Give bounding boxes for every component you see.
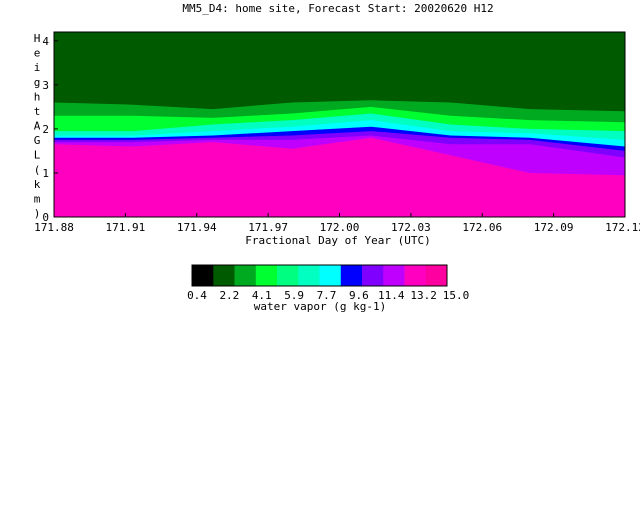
x-tick-label: 171.94 [177,221,217,234]
y-axis-label-char: ( [34,163,41,176]
colorbar-swatch [362,265,384,286]
y-axis-label-char: L [34,149,41,162]
y-axis-label-char: ) [34,207,41,220]
colorbar-swatch [277,265,299,286]
x-tick-label: 172.09 [534,221,574,234]
colorbar-swatch [298,265,320,286]
y-axis-label-char: e [34,47,41,60]
y-axis-ticks: 0 1 2 3 4 [42,35,58,224]
x-tick-label: 171.88 [34,221,74,234]
y-axis-label-char: h [34,90,41,103]
colorbar-tick-label: 4.1 [252,289,272,302]
x-tick-label: 171.91 [106,221,146,234]
colorbar-swatch [213,265,235,286]
y-axis-label-char: g [34,76,41,89]
colorbar-tick-label: 11.4 [378,289,405,302]
y-axis-label-char: t [34,105,41,118]
colorbar-swatch [319,265,342,286]
colorbar-frame [191,264,448,287]
colorbar-label: water vapor (g kg-1) [254,300,386,313]
y-axis-label-char: k [34,178,41,191]
colorbar-swatch [255,265,278,286]
colorbar-swatch [192,265,214,286]
y-axis-label-char: H [34,32,41,45]
chart-title: MM5_D4: home site, Forecast Start: 20020… [182,2,493,15]
x-tick-label: 172.12 [605,221,640,234]
colorbar-swatch [425,265,448,286]
plot-area [53,31,626,218]
colorbar-swatch [340,265,363,286]
y-axis-label-char: A [34,120,41,133]
colorbar-tick-label: 15.0 [443,289,470,302]
y-axis-label-char: i [34,61,41,74]
colorbar-tick-label: 5.9 [284,289,304,302]
y-tick-label: 1 [42,167,49,180]
y-tick-label: 0 [42,211,49,224]
colorbar-tick-label: 7.7 [317,289,337,302]
colorbar-tick-label: 9.6 [349,289,369,302]
y-tick-label: 3 [42,79,49,92]
x-tick-label: 172.03 [391,221,431,234]
colorbar-swatch [234,265,257,286]
colorbar: 0.4 2.2 4.1 5.9 7.7 9.6 11.4 13.2 15.0 [187,264,470,302]
colorbar-tick-label: 2.2 [219,289,239,302]
x-tick-label: 172.06 [462,221,502,234]
x-tick-label: 171.97 [248,221,288,234]
colorbar-tick-label: 0.4 [187,289,207,302]
y-axis-label-char: m [34,192,41,205]
x-axis-label: Fractional Day of Year (UTC) [245,234,430,247]
x-axis-ticks: 171.88 171.91 171.94 171.97 172.00 172.03 172.… [34,213,640,234]
contour-band-15 [54,137,625,217]
colorbar-swatch [404,265,427,286]
colorbar-swatch [383,265,405,286]
y-tick-label: 2 [42,123,49,136]
colorbar-tick-label: 13.2 [410,289,437,302]
y-axis-label-char: G [34,134,41,147]
x-tick-label: 172.00 [320,221,360,234]
y-tick-label: 4 [42,35,49,48]
